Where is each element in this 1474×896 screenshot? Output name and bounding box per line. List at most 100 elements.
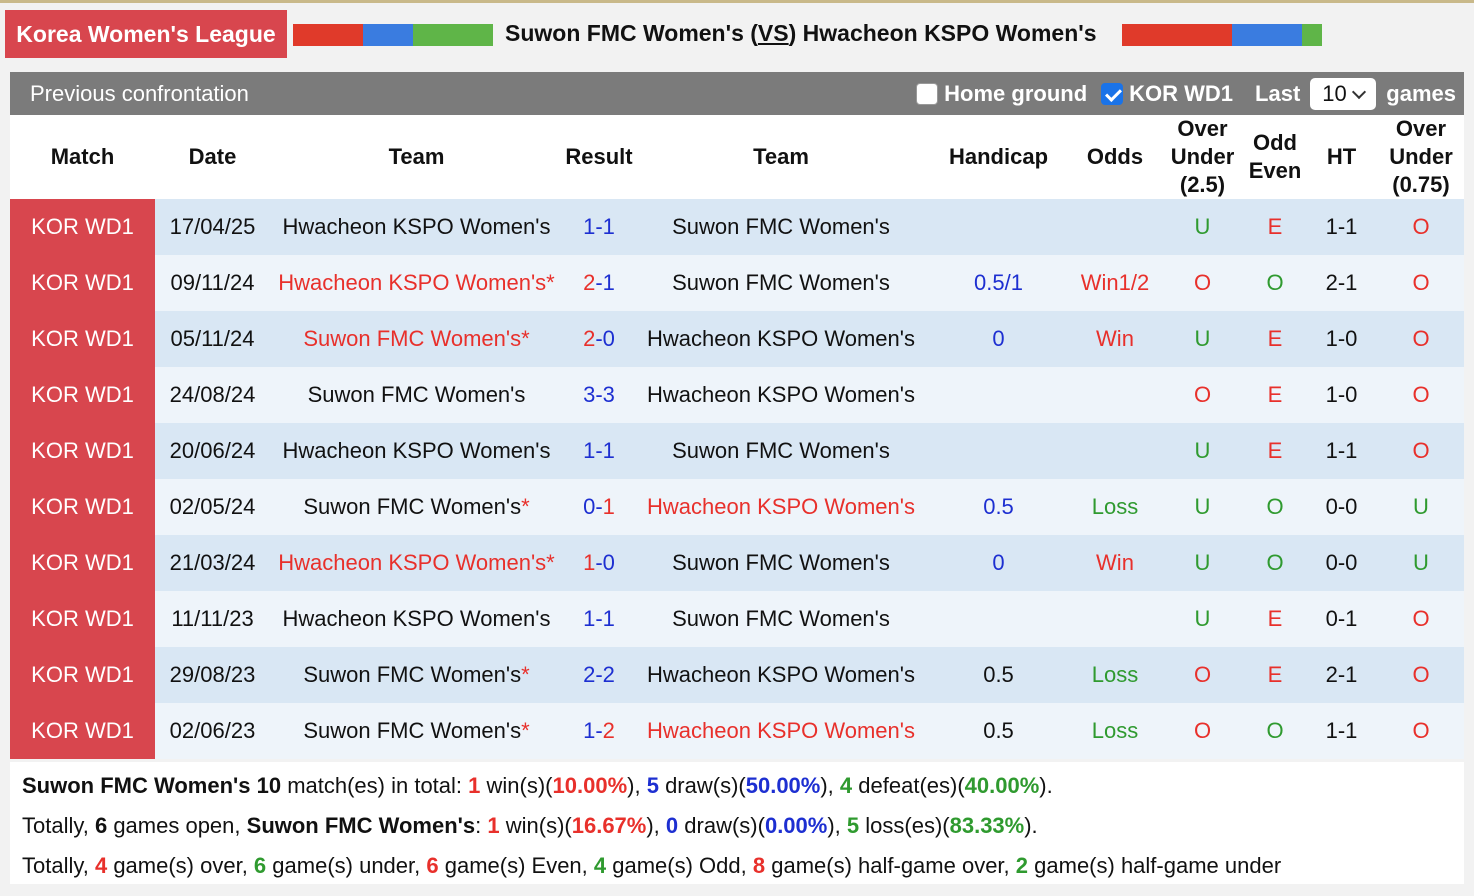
- table-row: KOR WD1 05/11/24 Suwon FMC Women's* 2-0 Hwac…: [10, 311, 1464, 367]
- color-bar: [1122, 24, 1232, 46]
- summary-text: 10.00%: [552, 773, 628, 798]
- odd-even-cell: E: [1245, 647, 1305, 703]
- handicap-cell: [927, 423, 1070, 479]
- score-away: 1: [602, 438, 615, 463]
- score-away: 3: [602, 382, 615, 407]
- result-cell: 2-0: [563, 311, 635, 367]
- over-under-half-cell: O: [1378, 199, 1464, 255]
- summary-line: Suwon FMC Women's 10 match(es) in total:…: [22, 766, 1452, 806]
- home-team: Suwon FMC Women's: [303, 718, 522, 743]
- section-title: Previous confrontation: [30, 80, 249, 106]
- home-team-cell: Suwon FMC Women's*: [270, 311, 563, 367]
- home-team-cell: Hwacheon KSPO Women's: [270, 199, 563, 255]
- over-under-cell: U: [1160, 591, 1245, 647]
- odds-cell: [1070, 199, 1160, 255]
- league-checkbox[interactable]: [1101, 82, 1124, 105]
- away-team-cell: Hwacheon KSPO Women's: [635, 647, 927, 703]
- table-row: KOR WD1 09/11/24 Hwacheon KSPO Women's* 2-1…: [10, 255, 1464, 311]
- ht-cell: 0-1: [1305, 591, 1378, 647]
- summary-line: Totally, 6 games open, Suwon FMC Women's…: [22, 806, 1452, 846]
- score-separator: -: [595, 662, 603, 687]
- summary-text: match(es) in total:: [281, 773, 469, 798]
- ht-cell: 0-0: [1305, 535, 1378, 591]
- summary-text: draw(s)(: [678, 813, 765, 838]
- summary-text: game(s) under,: [266, 853, 427, 878]
- home-team-cell: Hwacheon KSPO Women's: [270, 423, 563, 479]
- score-home: 2: [583, 662, 596, 687]
- match-cell: KOR WD1: [10, 423, 155, 479]
- color-bar: [293, 24, 363, 46]
- home-team: Hwacheon KSPO Women's: [282, 214, 551, 239]
- summary-text: ).: [1039, 773, 1053, 798]
- color-bar: [1232, 24, 1302, 46]
- ht-cell: 2-1: [1305, 647, 1378, 703]
- summary-text: ).: [1024, 813, 1038, 838]
- summary-text: game(s) half-game over,: [765, 853, 1016, 878]
- summary-text: ),: [827, 813, 847, 838]
- column-header: Over Under (0.75): [1378, 115, 1464, 199]
- odds-cell: Win1/2: [1070, 255, 1160, 311]
- table-row: KOR WD1 24/08/24 Suwon FMC Women's 3-3 Hwach…: [10, 367, 1464, 423]
- league-label: Korea Women's League: [5, 10, 287, 58]
- over-under-half-cell: O: [1378, 647, 1464, 703]
- home-team: Hwacheon KSPO Women's: [278, 550, 547, 575]
- handicap-cell: [927, 199, 1070, 255]
- home-star: *: [546, 550, 555, 575]
- column-header: Handicap: [927, 115, 1070, 199]
- home-team-cell: Suwon FMC Women's*: [270, 479, 563, 535]
- league-filter-label[interactable]: KOR WD1: [1129, 80, 1234, 106]
- odd-even-cell: E: [1245, 311, 1305, 367]
- summary-text: 16.67%: [571, 813, 647, 838]
- match-cell: KOR WD1: [10, 591, 155, 647]
- result-cell: 3-3: [563, 367, 635, 423]
- score-home: 1: [583, 438, 596, 463]
- score-home: 1: [583, 214, 596, 239]
- table-row: KOR WD1 11/11/23 Hwacheon KSPO Women's 1-1 S…: [10, 591, 1464, 647]
- home-ground-label[interactable]: Home ground: [944, 80, 1088, 106]
- over-under-cell: O: [1160, 703, 1245, 759]
- over-under-half-cell: O: [1378, 255, 1464, 311]
- title-home: Suwon FMC Women's (: [505, 20, 758, 46]
- away-team-cell: Suwon FMC Women's: [635, 591, 927, 647]
- score-home: 0: [583, 494, 596, 519]
- summary-text: Totally,: [22, 853, 95, 878]
- result-cell: 2-2: [563, 647, 635, 703]
- away-team-cell: Hwacheon KSPO Women's: [635, 367, 927, 423]
- score-home: 1: [583, 718, 596, 743]
- summary-text: games open,: [107, 813, 247, 838]
- score-home: 2: [583, 326, 596, 351]
- over-under-cell: U: [1160, 311, 1245, 367]
- date-cell: 05/11/24: [155, 311, 270, 367]
- summary-text: 6: [426, 853, 439, 878]
- date-cell: 09/11/24: [155, 255, 270, 311]
- home-team-cell: Suwon FMC Women's*: [270, 647, 563, 703]
- over-under-cell: U: [1160, 535, 1245, 591]
- away-team-cell: Hwacheon KSPO Women's: [635, 479, 927, 535]
- odds-cell: Loss: [1070, 647, 1160, 703]
- date-cell: 02/05/24: [155, 479, 270, 535]
- handicap-cell: 0.5: [927, 703, 1070, 759]
- home-team-cell: Suwon FMC Women's: [270, 367, 563, 423]
- score-separator: -: [595, 718, 603, 743]
- summary-text: 1: [487, 813, 500, 838]
- match-cell: KOR WD1: [10, 367, 155, 423]
- score-separator: -: [595, 494, 603, 519]
- home-ground-checkbox[interactable]: [916, 82, 939, 105]
- handicap-cell: 0: [927, 311, 1070, 367]
- date-cell: 02/06/23: [155, 703, 270, 759]
- over-under-half-cell: O: [1378, 423, 1464, 479]
- summary-text: :: [475, 813, 488, 838]
- date-cell: 20/06/24: [155, 423, 270, 479]
- match-cell: KOR WD1: [10, 479, 155, 535]
- count-select[interactable]: 10: [1310, 77, 1377, 110]
- title-vs: VS: [757, 20, 789, 46]
- score-separator: -: [595, 326, 603, 351]
- summary-text: 2: [1015, 853, 1029, 878]
- summary: Suwon FMC Women's 10 match(es) in total:…: [10, 762, 1464, 884]
- ht-cell: 1-0: [1305, 311, 1378, 367]
- column-header: Team: [635, 115, 927, 199]
- odd-even-cell: O: [1245, 535, 1305, 591]
- match-cell: KOR WD1: [10, 311, 155, 367]
- summary-text: 5: [646, 773, 659, 798]
- column-header: Result: [563, 115, 635, 199]
